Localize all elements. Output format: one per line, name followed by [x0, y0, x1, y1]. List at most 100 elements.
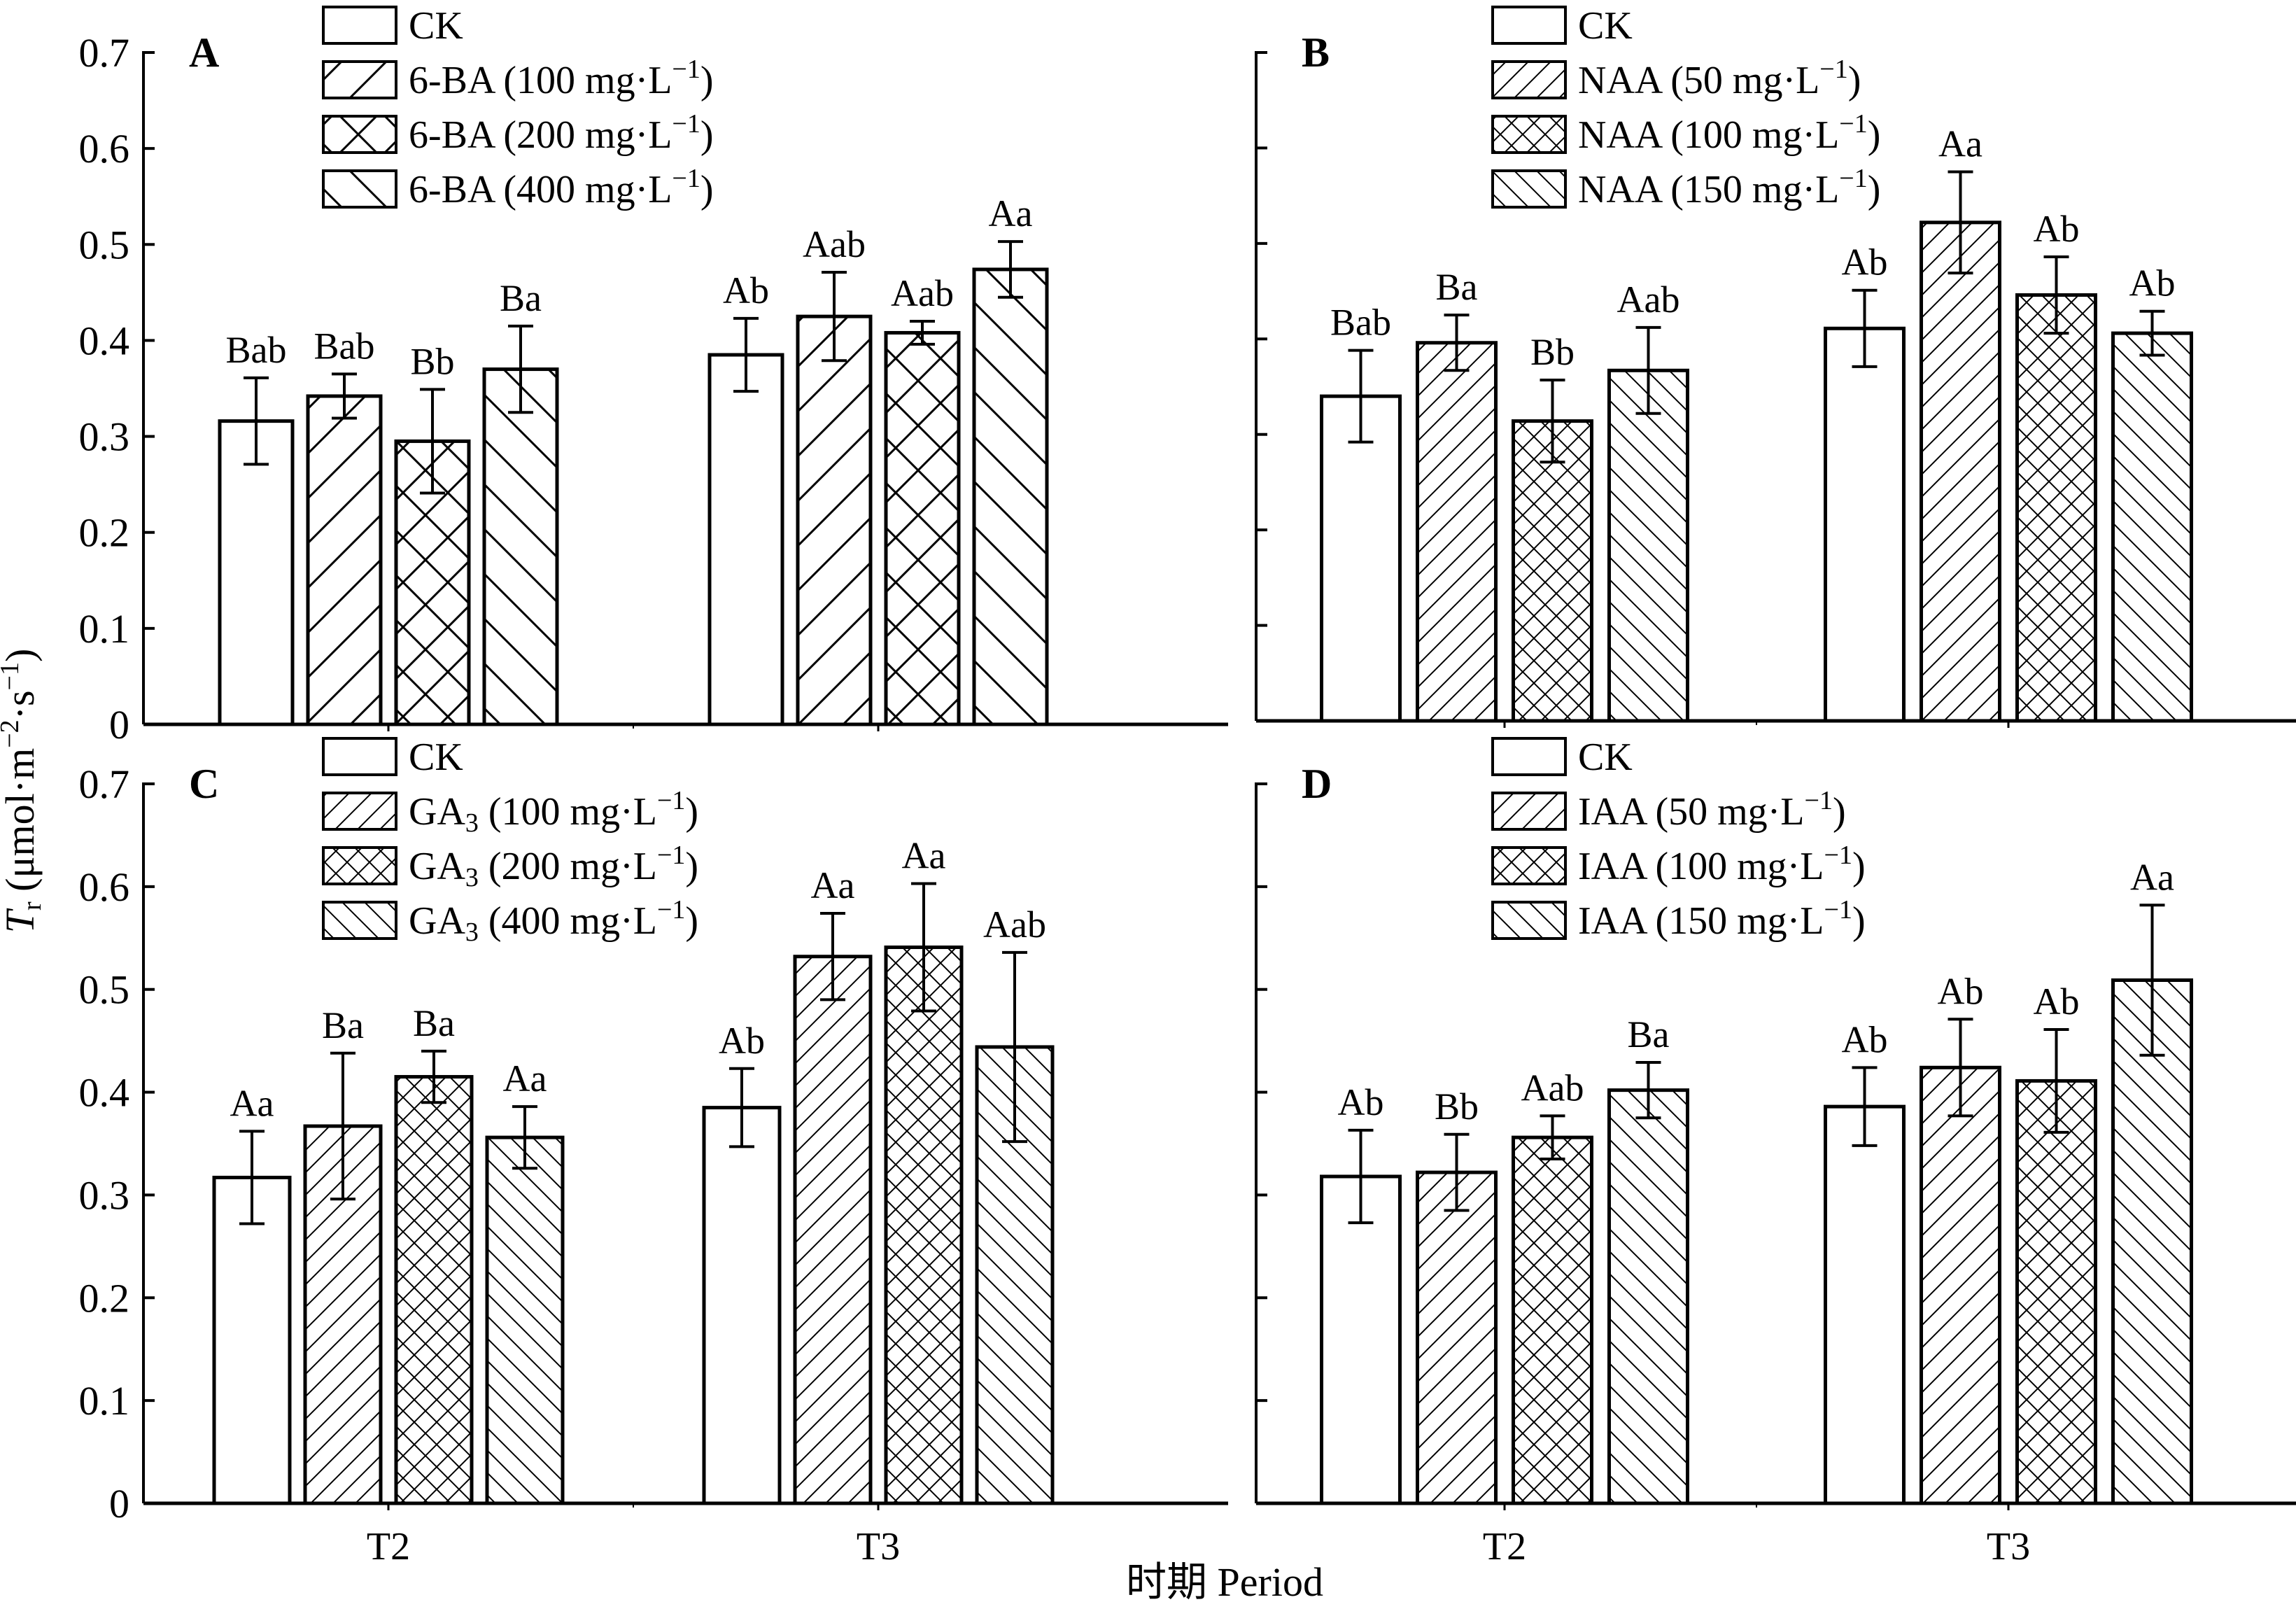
bar — [796, 314, 873, 726]
legend-swatch — [322, 901, 397, 940]
bar — [1920, 220, 2001, 723]
significance-label: Aab — [891, 272, 954, 314]
significance-label: Aab — [1521, 1067, 1584, 1109]
y-tick-label: 0.5 — [79, 222, 130, 267]
bar — [1920, 1065, 2001, 1505]
bar — [884, 330, 961, 726]
legend-entry: CK — [409, 4, 463, 48]
legend-entry: GA3 (400 mg·L−1) — [409, 895, 698, 947]
significance-label: Ab — [2034, 981, 2080, 1023]
legend-entry: CK — [409, 736, 463, 779]
y-tick-label: 0 — [109, 1481, 129, 1526]
x-tick-label: T3 — [857, 1525, 900, 1568]
panel-letter: A — [189, 29, 219, 76]
legend-entry: 6-BA (200 mg·L−1) — [409, 109, 714, 157]
bar — [707, 353, 784, 726]
panel-letter: C — [189, 761, 219, 807]
significance-label: Aa — [503, 1058, 547, 1099]
significance-label: Ba — [500, 277, 542, 319]
significance-label: Aa — [989, 192, 1033, 234]
significance-label: Ab — [1938, 970, 1984, 1012]
significance-label: Ab — [1842, 241, 1888, 283]
legend-entry: IAA (100 mg·L−1) — [1578, 841, 1866, 888]
significance-label: Ab — [1842, 1018, 1888, 1060]
significance-label: Ba — [413, 1002, 455, 1044]
legend-swatch — [1491, 169, 1567, 209]
legend-swatch — [322, 169, 397, 209]
bar — [1512, 1135, 1593, 1505]
bar — [2015, 293, 2097, 723]
legend-entry: GA3 (100 mg·L−1) — [409, 786, 698, 838]
bar — [1824, 1104, 1906, 1505]
legend-swatch — [322, 846, 397, 885]
legend-entry: NAA (150 mg·L−1) — [1578, 164, 1880, 211]
y-axis-sup1: −2 — [0, 719, 24, 747]
y-tick-label: 0.4 — [79, 318, 130, 363]
significance-label: Ab — [2034, 208, 2080, 250]
legend-swatch — [1491, 901, 1567, 940]
bar — [1607, 1088, 1689, 1505]
significance-label: Aa — [2130, 856, 2174, 898]
y-tick-label: 0.3 — [79, 414, 130, 460]
y-axis-var: T — [0, 908, 43, 933]
legend-swatch — [322, 115, 397, 154]
x-axis-title: 时期 Period — [1126, 1559, 1323, 1605]
y-axis-title: Tr (μmol·m−2·s−1) — [0, 649, 47, 934]
significance-label: Aa — [902, 834, 946, 876]
legend-entry: NAA (50 mg·L−1) — [1578, 55, 1861, 102]
legend-swatch — [1491, 792, 1567, 831]
significance-label: Ab — [2129, 262, 2176, 304]
bar — [2111, 978, 2193, 1505]
bar — [482, 367, 559, 726]
legend-swatch — [322, 6, 397, 45]
bar — [1512, 419, 1593, 723]
y-axis-unit: (μmol·m — [0, 748, 43, 902]
significance-label: Ba — [1628, 1013, 1670, 1055]
legend-entry: 6-BA (100 mg·L−1) — [409, 55, 714, 102]
legend-entry: IAA (150 mg·L−1) — [1578, 895, 1866, 943]
panel-letter: B — [1302, 29, 1330, 76]
bar — [2015, 1078, 2097, 1505]
legend-swatch — [1491, 115, 1567, 154]
legend-entry: NAA (100 mg·L−1) — [1578, 109, 1880, 157]
legend-swatch — [322, 737, 397, 776]
significance-label: Bab — [1330, 302, 1391, 344]
y-tick-label: 0.5 — [79, 967, 130, 1013]
legend-swatch — [1491, 737, 1567, 776]
bar — [1416, 341, 1498, 723]
y-tick-label: 0.2 — [79, 510, 130, 556]
y-tick-label: 0.7 — [79, 761, 130, 807]
significance-label: Ab — [723, 269, 769, 311]
y-tick-label: 0.4 — [79, 1070, 130, 1116]
significance-label: Aab — [983, 904, 1046, 946]
bar — [884, 946, 964, 1505]
bar — [306, 394, 383, 726]
significance-label: Bb — [410, 340, 454, 382]
y-tick-label: 0.7 — [79, 30, 130, 76]
panel-b: B Bab Ab Ba Aa Bb Ab Aab Ab CK NAA (50 mg·L−1) NAA … — [1255, 4, 2296, 728]
bar — [1416, 1170, 1498, 1505]
significance-label: Ab — [1338, 1081, 1384, 1123]
x-tick-label: T2 — [1483, 1525, 1526, 1568]
significance-label: Aa — [230, 1082, 274, 1124]
significance-label: Aa — [1938, 123, 1982, 165]
y-tick-label: 0.2 — [79, 1275, 130, 1321]
significance-label: Aa — [811, 864, 855, 906]
bar — [218, 419, 295, 726]
y-tick-label: 0.6 — [79, 864, 130, 910]
significance-label: Aab — [1617, 279, 1680, 321]
y-axis-close: ) — [0, 649, 43, 662]
bar — [2111, 331, 2193, 723]
legend-entry: 6-BA (400 mg·L−1) — [409, 164, 714, 211]
bar — [394, 1075, 474, 1505]
significance-label: Bb — [1435, 1085, 1479, 1127]
bar — [702, 1106, 782, 1505]
legend-swatch — [1491, 846, 1567, 885]
panel-a: 0 0.1 0.2 0.3 0.4 0.5 0.6 0.7 A Bab Ab Bab Aab Bb Aab B… — [79, 4, 1228, 747]
y-axis-var-sub: r — [17, 901, 47, 911]
bar — [1320, 394, 1402, 723]
panel-d: D T2 T3 Ab Ab Bb Ab Aab Ab Ba Aa CK IAA (50 mg·L−1) I… — [1255, 736, 2296, 1568]
bar — [485, 1135, 565, 1505]
bar — [212, 1175, 292, 1505]
